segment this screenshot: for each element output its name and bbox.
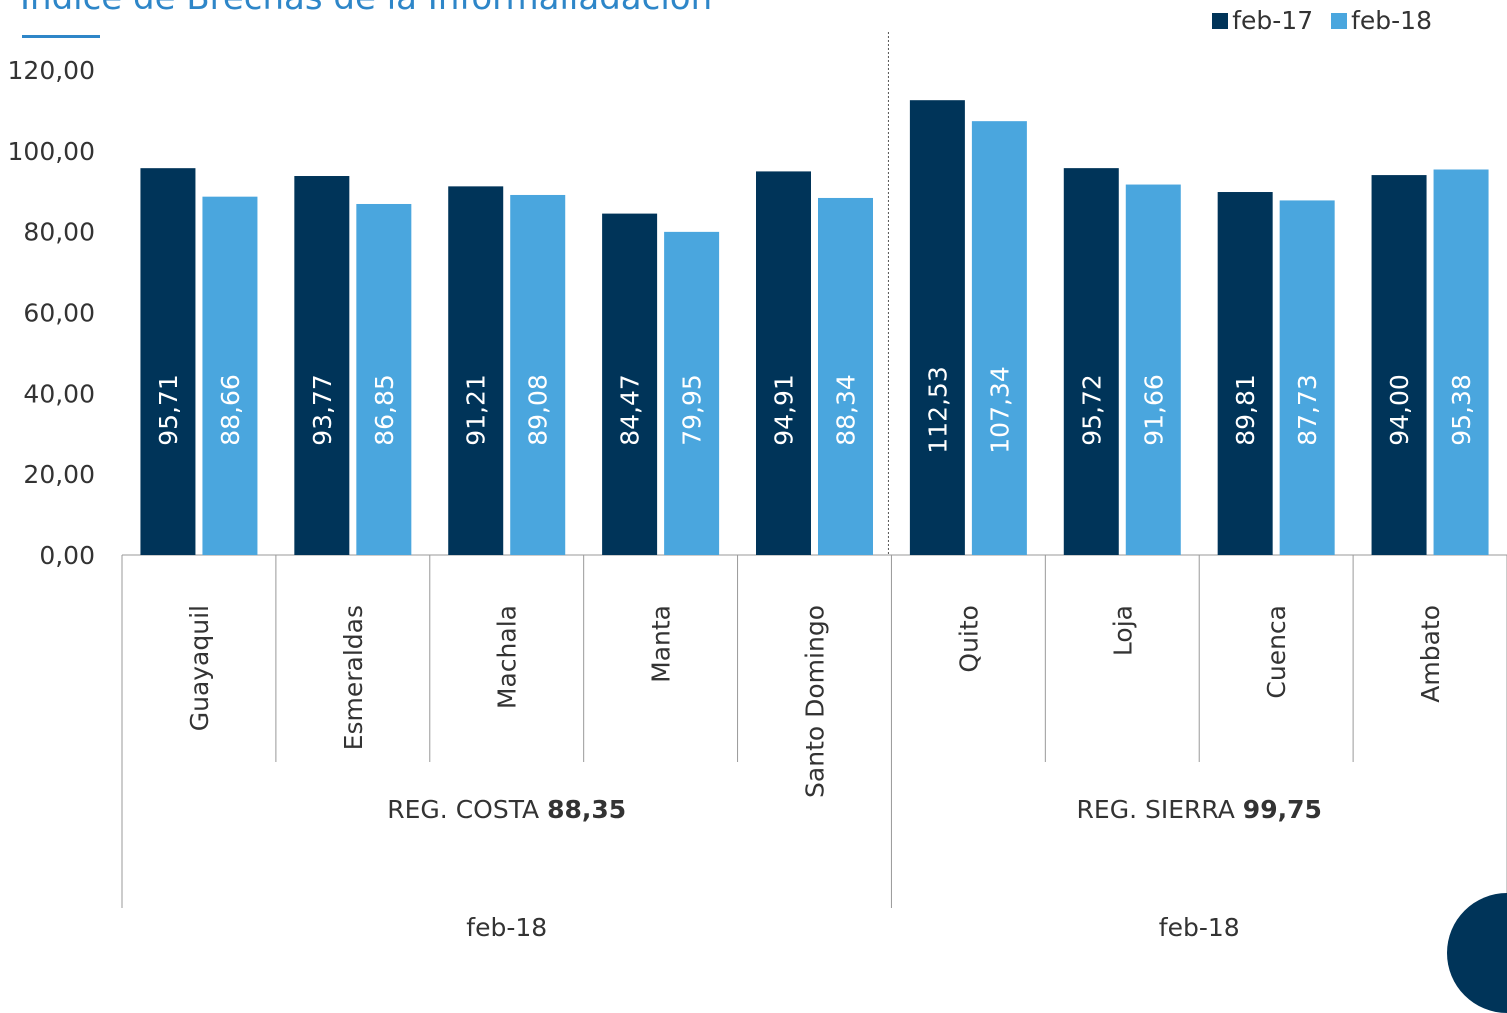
bar-feb-17-quito — [909, 100, 965, 555]
group-label: REG. SIERRA 99,75 — [1077, 795, 1322, 824]
bar-feb-17-manta — [602, 213, 658, 556]
legend-swatch-feb-17 — [1212, 12, 1229, 29]
bar-value-label: 86,85 — [370, 374, 399, 446]
bar-value-label: 91,21 — [462, 374, 491, 446]
bar-feb-17-machala — [448, 186, 504, 555]
category-label-ambato: Ambato — [1416, 605, 1445, 703]
y-tick-label: 20,00 — [23, 460, 95, 489]
bar-feb-18-ambato — [1433, 169, 1489, 555]
y-tick-label: 40,00 — [23, 379, 95, 408]
group-period: feb-18 — [1159, 913, 1240, 942]
bar-value-label: 95,38 — [1447, 374, 1476, 446]
group-value: 88,35 — [547, 795, 626, 824]
bar-value-label: 107,34 — [985, 366, 1014, 453]
group-label: REG. COSTA 88,35 — [387, 795, 626, 824]
category-label-machala: Machala — [493, 605, 522, 709]
bar-chart: 0,00 20,00 40,00 60,00 80,00 100,00 120,00 95,7… — [8, 32, 1507, 942]
chart-title: Índice de Brechas de la Informaliadación — [20, 0, 712, 18]
y-tick-label: 100,00 — [8, 137, 95, 166]
bar-value-label: 94,91 — [770, 374, 799, 446]
legend: feb-17 feb-18 — [1212, 6, 1432, 35]
group-name: REG. SIERRA — [1077, 795, 1243, 824]
bar-feb-18-manta — [664, 231, 720, 555]
bar-feb-17-esmeraldas — [294, 176, 350, 555]
bar-feb-18-guayaquil — [202, 196, 258, 555]
bar-feb-17-santo-domingo — [756, 171, 811, 556]
category-label-cuenca: Cuenca — [1262, 605, 1291, 699]
legend-item-feb-18: feb-18 — [1331, 6, 1432, 35]
bar-value-label: 84,47 — [616, 374, 645, 446]
category-label-guayaquil: Guayaquil — [185, 605, 214, 731]
bar-feb-18-cuenca — [1279, 200, 1335, 556]
bar-value-label: 95,71 — [154, 374, 183, 446]
bar-feb-18-santo-domingo — [818, 197, 873, 555]
y-tick-label: 0,00 — [39, 541, 95, 570]
group-name: REG. COSTA — [387, 795, 547, 824]
y-tick-label: 80,00 — [23, 218, 95, 247]
category-label-loja: Loja — [1108, 605, 1137, 656]
group-value: 99,75 — [1243, 795, 1322, 824]
category-label-santo-domingo: Santo Domingo — [801, 605, 830, 798]
bar-feb-18-quito — [971, 121, 1027, 555]
bar-value-label: 112,53 — [923, 366, 952, 453]
bar-value-label: 91,66 — [1139, 374, 1168, 446]
bar-value-label: 89,81 — [1231, 374, 1260, 446]
bar-value-label: 94,00 — [1385, 374, 1414, 446]
legend-label-feb-17: feb-17 — [1232, 6, 1314, 35]
bar-feb-18-esmeraldas — [356, 203, 412, 555]
category-label-manta: Manta — [647, 605, 676, 683]
bar-value-label: 89,08 — [524, 374, 553, 446]
bar-feb-17-loja — [1063, 168, 1119, 556]
bar-feb-18-loja — [1125, 184, 1181, 555]
bar-value-label: 88,66 — [216, 374, 245, 446]
bar-value-label: 88,34 — [832, 374, 861, 446]
bar-value-label: 95,72 — [1077, 374, 1106, 446]
legend-item-feb-17: feb-17 — [1212, 6, 1313, 35]
bar-feb-17-ambato — [1371, 175, 1427, 556]
y-tick-label: 60,00 — [23, 299, 95, 328]
title-underline — [22, 35, 100, 38]
bar-value-label: 87,73 — [1293, 374, 1322, 446]
bar-value-label: 93,77 — [308, 374, 337, 446]
y-tick-label: 120,00 — [8, 56, 95, 85]
bar-feb-18-machala — [510, 194, 566, 556]
legend-label-feb-18: feb-18 — [1351, 6, 1432, 35]
category-label-esmeraldas: Esmeraldas — [339, 605, 368, 750]
bar-feb-17-guayaquil — [140, 168, 196, 555]
bar-value-label: 79,95 — [678, 374, 707, 446]
group-period: feb-18 — [466, 913, 547, 942]
legend-swatch-feb-18 — [1331, 12, 1348, 29]
bar-feb-17-cuenca — [1217, 192, 1273, 555]
category-label-quito: Quito — [954, 605, 983, 673]
